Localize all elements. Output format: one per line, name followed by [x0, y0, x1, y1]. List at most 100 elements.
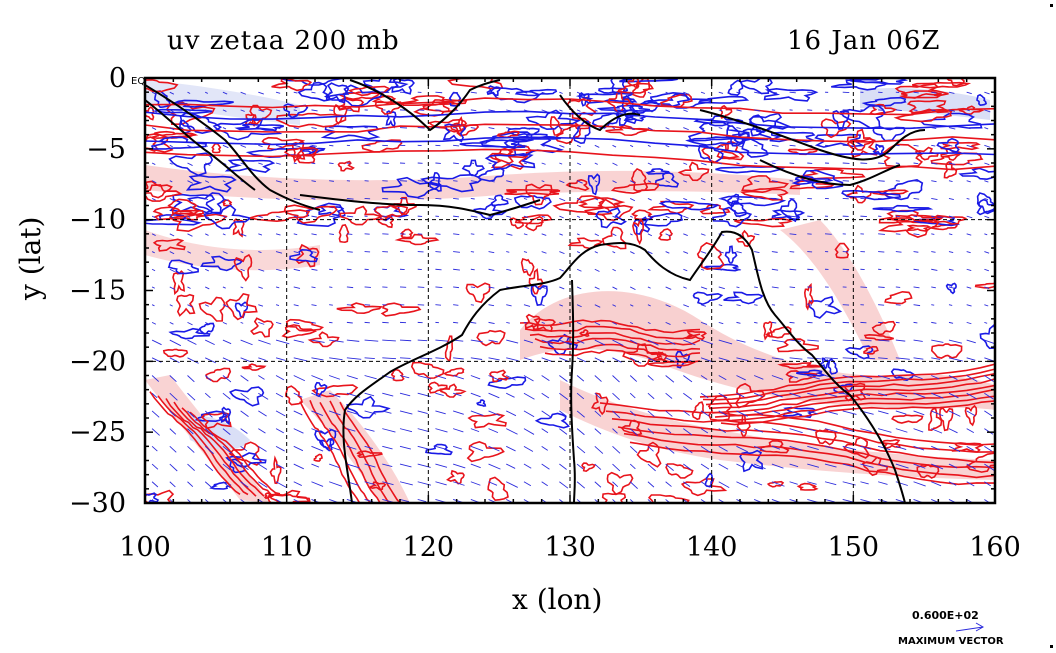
wind-vector — [329, 375, 341, 380]
wind-vector — [878, 392, 888, 397]
streak-contour — [519, 319, 701, 334]
wind-vector — [807, 180, 814, 182]
wind-vector — [913, 375, 923, 380]
positive-contour — [442, 367, 465, 377]
positive-contour — [275, 112, 347, 128]
wind-vector — [771, 339, 785, 343]
wind-vector — [222, 321, 228, 325]
wind-vector — [913, 357, 924, 360]
wind-vector — [506, 233, 513, 236]
positive-contour — [337, 160, 355, 172]
wind-vector — [506, 162, 511, 165]
wind-vector — [541, 481, 548, 487]
wind-vector — [275, 304, 280, 306]
wind-vector — [700, 233, 706, 236]
wind-vector — [771, 268, 779, 271]
wind-vector — [754, 215, 758, 218]
wind-vector — [453, 304, 459, 306]
positive-contour — [145, 106, 155, 121]
wind-vector — [240, 197, 244, 200]
wind-vector — [187, 180, 194, 184]
wind-vector — [931, 481, 942, 487]
wind-vector — [966, 428, 975, 434]
wind-vector — [736, 109, 742, 112]
negative-contour — [154, 90, 171, 109]
wind-vector — [559, 91, 563, 94]
wind-vector — [665, 339, 676, 345]
wind-vector — [222, 233, 226, 236]
wind-vector — [683, 375, 693, 383]
wind-vector — [506, 339, 519, 344]
wind-vector — [187, 428, 194, 435]
wind-vector — [931, 357, 941, 360]
wind-vector — [700, 428, 709, 434]
wind-vector — [311, 357, 324, 361]
wind-vector — [205, 109, 211, 113]
wind-vector — [559, 304, 563, 307]
wind-vector — [452, 375, 464, 380]
wind-vector — [700, 339, 714, 345]
wind-vector — [222, 144, 229, 149]
positive-contour — [636, 441, 662, 468]
positive-contour — [581, 462, 596, 472]
wind-vector — [807, 392, 818, 397]
wind-vector — [382, 410, 392, 414]
wind-vector — [824, 428, 838, 433]
wind-vector — [399, 445, 411, 450]
wind-vector — [151, 127, 157, 130]
wind-vector — [293, 392, 303, 398]
map-plot-area — [145, 78, 995, 503]
negative-contour — [724, 245, 738, 264]
wind-vector — [612, 268, 616, 272]
wind-vector — [187, 357, 199, 364]
wind-vector — [718, 445, 728, 452]
negative-contour — [832, 109, 850, 131]
wind-vector — [151, 144, 157, 148]
wind-vector — [700, 215, 707, 219]
wind-vector — [966, 215, 973, 219]
wind-vector — [275, 233, 281, 236]
wind-vector — [931, 304, 935, 306]
wind-vector — [807, 481, 817, 485]
wind-vector — [984, 481, 991, 487]
wind-vector — [523, 144, 528, 147]
wind-vector — [630, 233, 633, 236]
wind-vector — [594, 304, 601, 308]
wind-vector — [913, 410, 925, 416]
wind-vector — [860, 357, 876, 360]
wind-vector — [470, 215, 478, 218]
chart-title: uv zetaa 200 mb — [167, 26, 400, 56]
wind-vector — [506, 375, 516, 381]
wind-vector — [187, 215, 191, 218]
wind-vector — [700, 251, 707, 254]
wind-vector — [771, 180, 778, 182]
wind-vector — [824, 392, 838, 397]
negative-contour — [763, 87, 819, 102]
wind-vector — [966, 375, 978, 382]
negative-contour — [936, 137, 960, 153]
negative-contour — [168, 152, 214, 177]
wind-vector — [364, 286, 371, 288]
positive-contour — [894, 83, 949, 99]
wind-vector — [559, 180, 565, 184]
wind-vector — [488, 357, 500, 361]
wind-vector — [948, 127, 956, 130]
wind-vector — [594, 392, 602, 400]
positive-contour — [489, 369, 510, 383]
wind-vector — [258, 463, 268, 470]
wind-vector — [718, 428, 727, 433]
wind-vector — [293, 251, 299, 253]
positive-contour — [311, 384, 359, 398]
wind-vector — [576, 268, 582, 272]
wind-vector — [576, 233, 580, 236]
wind-vector — [630, 339, 638, 345]
wind-vector — [187, 446, 195, 453]
wind-vector — [789, 91, 796, 94]
wind-vector — [169, 463, 178, 472]
wind-vector — [435, 268, 442, 271]
wind-vector — [222, 215, 227, 219]
wind-vector — [275, 375, 285, 381]
wind-vector — [665, 375, 675, 383]
wind-vector — [594, 375, 602, 382]
negative-contour — [779, 198, 799, 223]
